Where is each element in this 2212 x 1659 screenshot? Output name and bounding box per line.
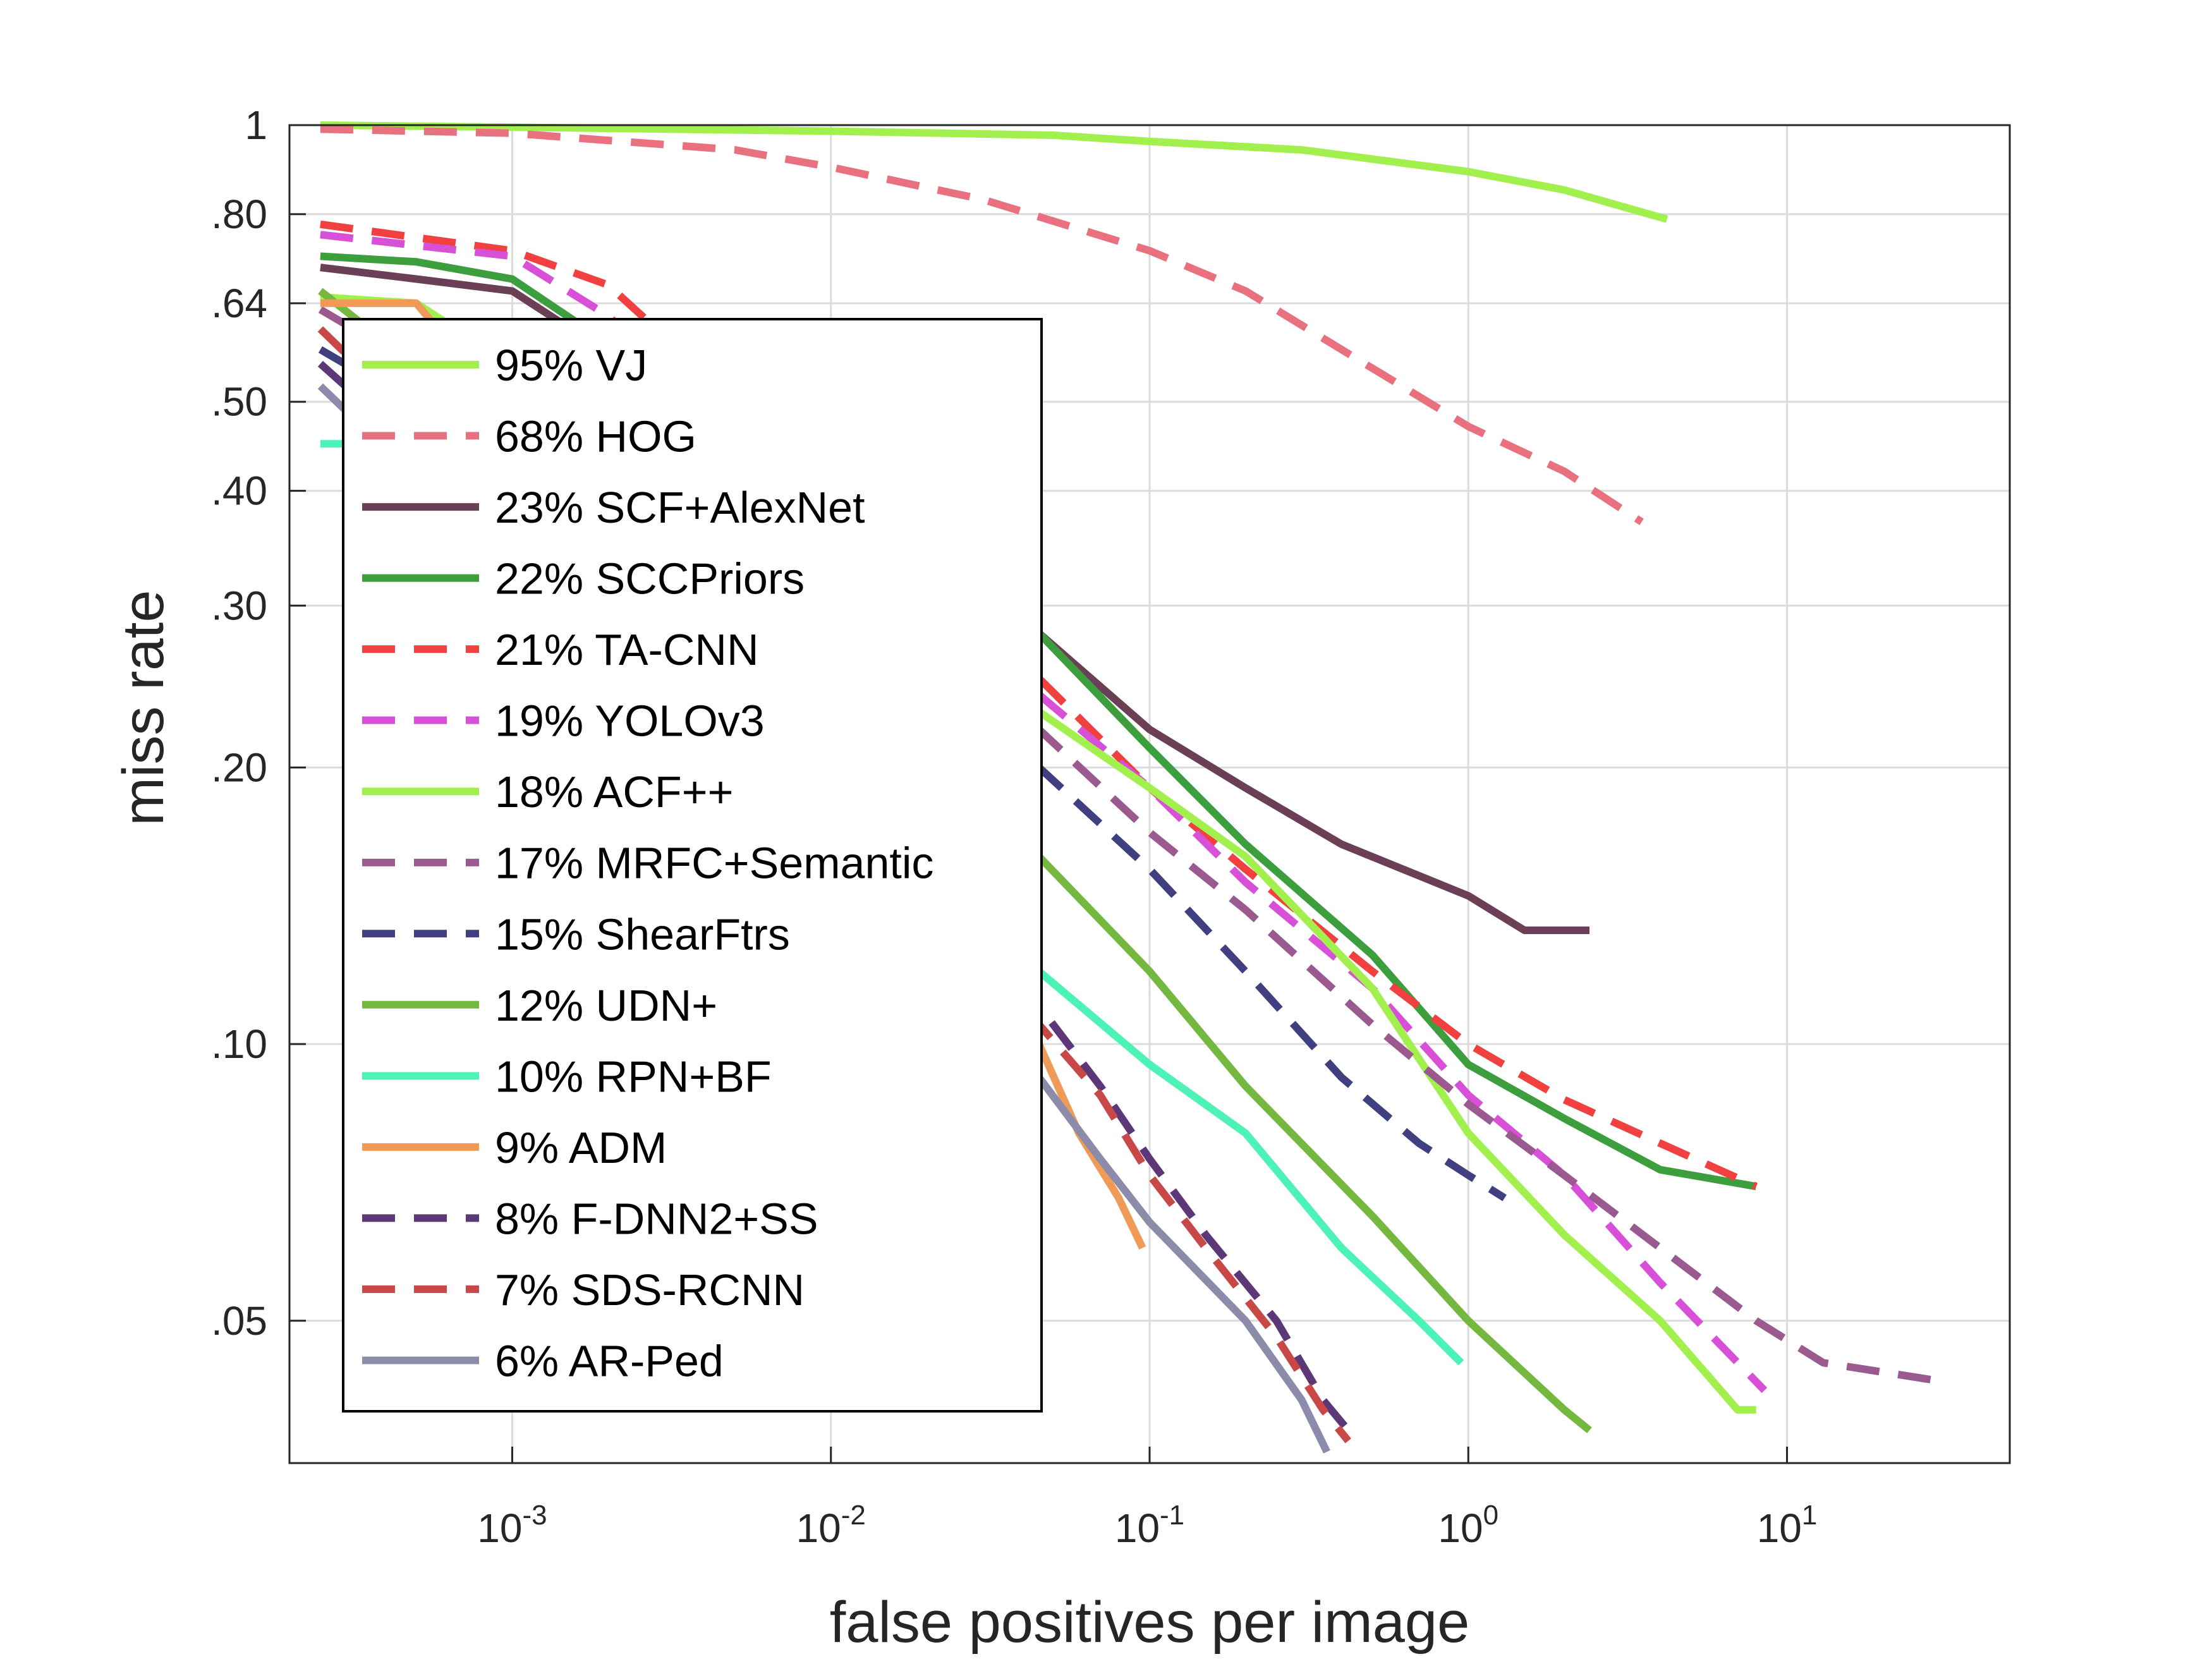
y-tick-label: .40 <box>211 468 267 514</box>
legend-label: 95% VJ <box>495 341 647 390</box>
legend-label: 23% SCF+AlexNet <box>495 483 865 532</box>
legend: 95% VJ 68% HOG 23% SCF+AlexNet 22% SCCPrior… <box>342 318 1043 1413</box>
series-line-11 <box>320 299 1146 1250</box>
legend-label: 18% ACF++ <box>495 767 733 817</box>
series-line-12 <box>317 361 1351 1433</box>
y-tick-label: 1 <box>245 102 267 148</box>
legend-label: 21% TA-CNN <box>495 625 759 674</box>
legend-box <box>342 318 1043 1413</box>
series-line-7 <box>318 306 1940 1385</box>
y-tick-label: .20 <box>211 744 267 790</box>
series-line-1 <box>320 125 1644 525</box>
series-line-5 <box>320 231 1768 1394</box>
y-tick-label: .50 <box>211 379 267 425</box>
series-line-2 <box>320 264 1589 934</box>
x-tick-label: 100 <box>1438 1500 1498 1551</box>
x-axis-title: false positives per image <box>830 1590 1470 1655</box>
legend-label: 68% HOG <box>495 412 696 461</box>
legend-label: 15% ShearFtrs <box>495 909 790 959</box>
legend-label: 17% MRFC+Semantic <box>495 839 933 888</box>
legend-label: 10% RPN+BF <box>495 1052 772 1101</box>
y-tick-label: .80 <box>211 191 267 237</box>
series-line-8 <box>318 346 1507 1201</box>
legend-label: 7% SDS-RCNN <box>495 1265 805 1315</box>
series-line-13 <box>317 326 1351 1443</box>
legend-label: 8% F-DNN2+SS <box>495 1194 818 1243</box>
series-line-3 <box>320 252 1757 1191</box>
x-tick-label: 10-2 <box>796 1500 866 1551</box>
series-line-9 <box>318 288 1592 1433</box>
legend-label: 19% YOLOv3 <box>495 696 765 746</box>
series-line-0 <box>320 121 1668 223</box>
y-axis-title: miss rate <box>111 590 176 825</box>
y-tick-label: .30 <box>211 583 267 628</box>
y-tick-label: .64 <box>211 281 267 326</box>
legend-label: 6% AR-Ped <box>495 1336 724 1385</box>
y-tick-label: .05 <box>211 1298 267 1344</box>
series-line-4 <box>320 220 1758 1190</box>
x-tick-label: 10-3 <box>477 1500 547 1551</box>
x-tick-label: 10-1 <box>1115 1500 1184 1551</box>
axis-ticks: 10-3 10-2 10-1 100 101 1 .80 .64 .50 .40 .30 .20 .10… <box>211 102 1817 1551</box>
y-tick-label: .10 <box>211 1021 267 1067</box>
legend-label: 22% SCCPriors <box>495 554 805 604</box>
legend-label: 9% ADM <box>495 1123 667 1172</box>
legend-label: 12% UDN+ <box>495 981 717 1030</box>
x-tick-label: 101 <box>1757 1500 1818 1551</box>
